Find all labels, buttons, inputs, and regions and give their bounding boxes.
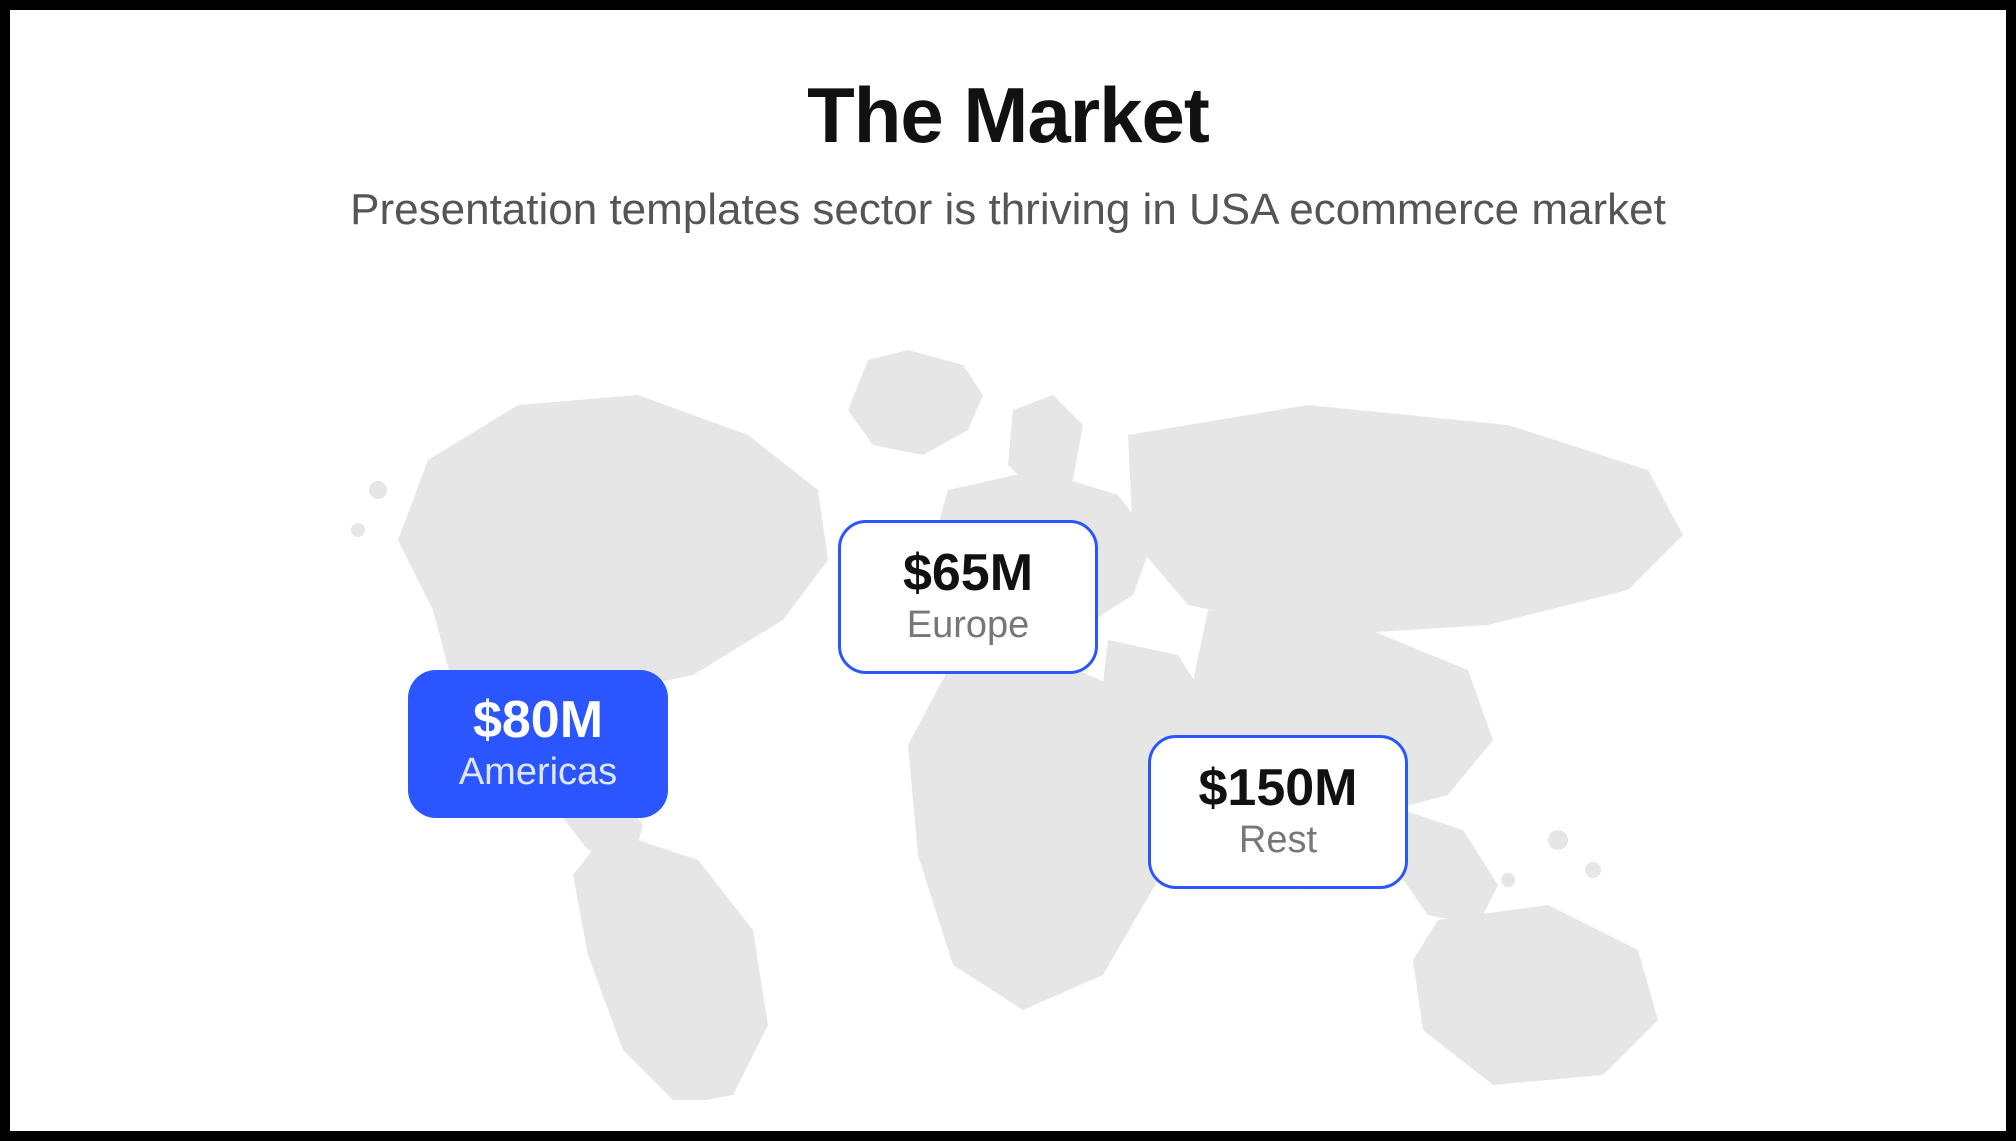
market-label-europe: Europe bbox=[881, 604, 1055, 647]
slide-frame: The Market Presentation templates sector… bbox=[0, 0, 2016, 1141]
market-card-europe: $65M Europe bbox=[838, 520, 1098, 674]
market-value-europe: $65M bbox=[881, 545, 1055, 602]
slide-subtitle: Presentation templates sector is thrivin… bbox=[10, 185, 2006, 235]
market-value-americas: $80M bbox=[448, 692, 628, 749]
world-map-container: $80M Americas $65M Europe $150M Rest bbox=[308, 340, 1708, 1100]
market-label-rest: Rest bbox=[1191, 819, 1365, 862]
slide-title: The Market bbox=[10, 70, 2006, 161]
market-card-rest: $150M Rest bbox=[1148, 735, 1408, 889]
market-label-americas: Americas bbox=[448, 751, 628, 794]
market-card-americas: $80M Americas bbox=[408, 670, 668, 818]
market-value-rest: $150M bbox=[1191, 760, 1365, 817]
